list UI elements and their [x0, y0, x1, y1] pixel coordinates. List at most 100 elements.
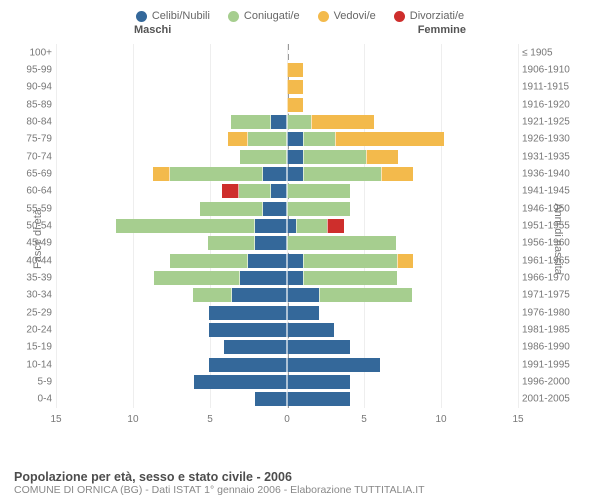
segment	[224, 340, 287, 354]
segment	[255, 236, 287, 250]
segment	[327, 219, 343, 233]
chart-area: Fasce di età Anni di nascita 100+95-9990…	[14, 40, 586, 438]
plot-area	[56, 44, 518, 408]
segment	[208, 236, 255, 250]
legend-item: Divorziati/e	[394, 10, 464, 22]
segment	[303, 132, 335, 146]
y-tick-left: 60-64	[26, 186, 52, 197]
male-bar	[56, 254, 287, 268]
female-bar	[287, 46, 518, 60]
gridline	[518, 44, 519, 408]
segment	[287, 184, 350, 198]
y-tick-left: 25-29	[26, 307, 52, 318]
legend-dot	[394, 11, 405, 22]
segment	[287, 375, 350, 389]
legend-item: Vedovi/e	[318, 10, 376, 22]
segment	[287, 392, 350, 406]
segment	[193, 288, 232, 302]
segment	[296, 219, 328, 233]
footer: Popolazione per età, sesso e stato civil…	[14, 470, 586, 496]
bar-row	[56, 219, 518, 233]
female-bar	[287, 184, 518, 198]
segment	[287, 254, 303, 268]
male-bar	[56, 358, 287, 372]
x-axis: 15105051015	[56, 414, 518, 428]
female-bar	[287, 340, 518, 354]
x-tick: 10	[127, 414, 138, 425]
male-bar	[56, 115, 287, 129]
y-tick-right: 1936-1940	[522, 169, 570, 180]
male-bar	[56, 236, 287, 250]
y-tick-left: 50-54	[26, 221, 52, 232]
segment	[239, 184, 271, 198]
y-tick-right: 1906-1910	[522, 65, 570, 76]
male-bar	[56, 392, 287, 406]
bar-row	[56, 98, 518, 112]
segment	[287, 340, 350, 354]
x-tick: 15	[50, 414, 61, 425]
male-bar	[56, 98, 287, 112]
segment	[319, 288, 412, 302]
x-tick: 0	[284, 414, 290, 425]
bar-row	[56, 271, 518, 285]
male-bar	[56, 80, 287, 94]
segment	[287, 271, 303, 285]
segment	[287, 63, 303, 77]
y-tick-right: 1951-1955	[522, 221, 570, 232]
y-tick-left: 55-59	[26, 203, 52, 214]
x-tick: 5	[361, 414, 367, 425]
male-bar	[56, 167, 287, 181]
segment	[200, 202, 263, 216]
label-males: Maschi	[134, 24, 171, 36]
y-tick-left: 30-34	[26, 290, 52, 301]
male-bar	[56, 202, 287, 216]
segment	[248, 254, 287, 268]
legend-label: Coniugati/e	[244, 10, 300, 22]
segment	[209, 323, 287, 337]
y-tick-left: 10-14	[26, 359, 52, 370]
y-tick-left: 95-99	[26, 65, 52, 76]
y-tick-right: 1921-1925	[522, 117, 570, 128]
male-bar	[56, 271, 287, 285]
segment	[287, 288, 319, 302]
population-pyramid: Celibi/NubiliConiugati/eVedovi/eDivorzia…	[0, 0, 600, 500]
female-bar	[287, 167, 518, 181]
segment	[240, 150, 287, 164]
female-bar	[287, 236, 518, 250]
label-females: Femmine	[418, 24, 466, 36]
female-bar	[287, 150, 518, 164]
y-tick-right: 1926-1930	[522, 134, 570, 145]
male-bar	[56, 288, 287, 302]
bar-row	[56, 236, 518, 250]
segment	[311, 115, 374, 129]
y-tick-right: 1911-1915	[522, 82, 569, 93]
segment	[335, 132, 444, 146]
segment	[366, 150, 398, 164]
y-tick-left: 85-89	[26, 99, 52, 110]
male-bar	[56, 63, 287, 77]
segment	[287, 132, 303, 146]
female-bar	[287, 323, 518, 337]
y-axis-left: 100+95-9990-9485-8980-8475-7970-7465-696…	[14, 44, 54, 408]
male-bar	[56, 323, 287, 337]
y-tick-left: 70-74	[26, 151, 52, 162]
y-tick-right: 1971-1975	[522, 290, 570, 301]
x-tick: 15	[512, 414, 523, 425]
segment	[228, 132, 247, 146]
segment	[209, 358, 287, 372]
male-bar	[56, 46, 287, 60]
y-tick-left: 80-84	[26, 117, 52, 128]
male-bar	[56, 340, 287, 354]
segment	[287, 219, 296, 233]
male-bar	[56, 375, 287, 389]
bar-row	[56, 375, 518, 389]
y-tick-right: 1966-1970	[522, 273, 570, 284]
legend-dot	[228, 11, 239, 22]
bar-row	[56, 254, 518, 268]
x-tick: 5	[207, 414, 213, 425]
segment	[287, 202, 350, 216]
male-bar	[56, 132, 287, 146]
segment	[287, 236, 396, 250]
legend-dot	[136, 11, 147, 22]
y-tick-right: 1956-1960	[522, 238, 570, 249]
